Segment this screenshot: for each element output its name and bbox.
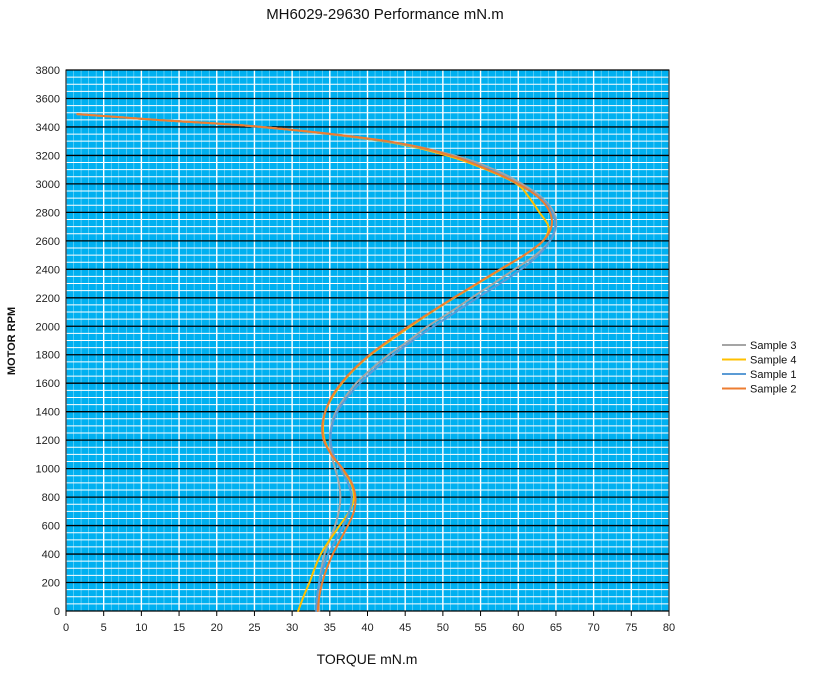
series-line-sample-3	[76, 113, 558, 612]
series-lines	[76, 113, 558, 612]
y-axis-label: MOTOR RPM	[6, 307, 18, 375]
y-tick-label: 2600	[36, 236, 60, 248]
x-tick-label: 55	[474, 622, 486, 634]
y-tick-label: 3400	[36, 122, 60, 134]
x-tick-label: 20	[211, 622, 223, 634]
gridlines	[65, 69, 670, 612]
x-tick-label: 25	[248, 622, 260, 634]
x-axis-label: TORQUE mN.m	[317, 651, 418, 667]
x-tick-label: 0	[63, 622, 69, 634]
y-tick-label: 800	[42, 492, 60, 504]
x-tick-label: 5	[101, 622, 107, 634]
legend-label-sample-4: Sample 4	[750, 355, 796, 367]
x-tick-label: 75	[625, 622, 637, 634]
x-tick-label: 30	[286, 622, 298, 634]
chart-title: MH6029-29630 Performance mN.m	[266, 6, 504, 23]
tick-labels: 0 5 10 15 20 25 30 35 40 45 50 55 60 65 70 75 8002004006…	[36, 65, 676, 634]
series-line-sample-2	[76, 113, 553, 612]
y-tick-label: 3000	[36, 179, 60, 191]
y-tick-label: 2800	[36, 207, 60, 219]
legend: Sample 3 Sample 4 Sample 1 Sample 2	[722, 340, 796, 396]
y-tick-label: 0	[54, 606, 60, 618]
x-tick-label: 65	[550, 622, 562, 634]
y-tick-label: 2000	[36, 321, 60, 333]
legend-label-sample-1: Sample 1	[750, 369, 796, 381]
y-tick-label: 1400	[36, 407, 60, 419]
x-tick-label: 45	[399, 622, 411, 634]
y-tick-label: 400	[42, 549, 60, 561]
y-tick-label: 600	[42, 521, 60, 533]
x-tick-label: 15	[173, 622, 185, 634]
x-tick-label: 50	[437, 622, 449, 634]
y-tick-label: 3200	[36, 150, 60, 162]
x-tick-label: 40	[361, 622, 373, 634]
y-tick-label: 200	[42, 578, 60, 590]
y-tick-label: 1200	[36, 435, 60, 447]
x-tick-label: 60	[512, 622, 524, 634]
y-tick-label: 3600	[36, 93, 60, 105]
legend-label-sample-2: Sample 2	[750, 384, 796, 396]
y-tick-label: 1000	[36, 464, 60, 476]
y-tick-label: 2400	[36, 264, 60, 276]
y-tick-label: 3800	[36, 65, 60, 77]
y-tick-label: 1600	[36, 378, 60, 390]
x-tick-label: 10	[135, 622, 147, 634]
legend-label-sample-3: Sample 3	[750, 340, 796, 352]
x-tick-label: 80	[663, 622, 675, 634]
y-tick-label: 2200	[36, 293, 60, 305]
x-tick-label: 70	[588, 622, 600, 634]
x-tick-label: 35	[324, 622, 336, 634]
y-tick-label: 1800	[36, 350, 60, 362]
